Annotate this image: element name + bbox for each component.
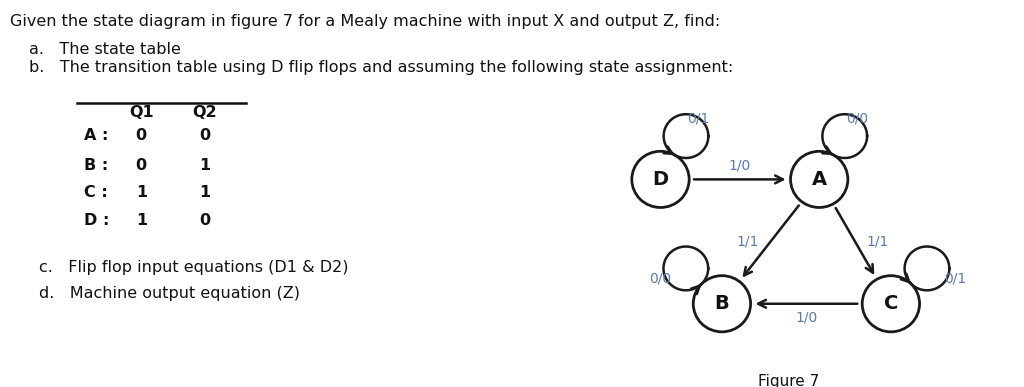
Text: Q2: Q2	[193, 105, 217, 120]
Circle shape	[693, 276, 751, 332]
Text: 0/1: 0/1	[944, 271, 967, 286]
Text: B :: B :	[84, 158, 109, 173]
Text: Figure 7: Figure 7	[758, 374, 819, 387]
Circle shape	[862, 276, 920, 332]
Text: 0: 0	[136, 158, 146, 173]
Text: 0/0: 0/0	[846, 111, 868, 125]
Text: 1/1: 1/1	[737, 235, 759, 248]
Text: C: C	[884, 294, 898, 313]
Text: 1/0: 1/0	[729, 158, 751, 172]
Text: 1: 1	[136, 185, 146, 200]
Text: A: A	[812, 170, 826, 189]
Text: 1/0: 1/0	[796, 311, 817, 325]
Text: c.   Flip flop input equations (D1 & D2): c. Flip flop input equations (D1 & D2)	[39, 260, 348, 275]
Text: 0/0: 0/0	[649, 271, 672, 286]
Text: 1: 1	[200, 185, 210, 200]
Text: 0: 0	[200, 213, 210, 228]
Text: B: B	[715, 294, 729, 313]
Circle shape	[791, 151, 848, 207]
Text: 0: 0	[136, 128, 146, 143]
Text: C :: C :	[84, 185, 108, 200]
Text: b.   The transition table using D flip flops and assuming the following state as: b. The transition table using D flip flo…	[29, 60, 733, 75]
Text: a.   The state table: a. The state table	[29, 42, 180, 57]
Text: 0/1: 0/1	[687, 111, 710, 125]
Text: D :: D :	[84, 213, 110, 228]
Text: 1: 1	[200, 158, 210, 173]
Text: 1/1: 1/1	[866, 235, 889, 248]
Text: d.   Machine output equation (Z): d. Machine output equation (Z)	[39, 286, 300, 301]
Text: 1: 1	[136, 213, 146, 228]
Text: 0: 0	[200, 128, 210, 143]
Text: D: D	[652, 170, 669, 189]
Text: Q1: Q1	[129, 105, 154, 120]
Circle shape	[632, 151, 689, 207]
Text: A :: A :	[84, 128, 109, 143]
Text: Given the state diagram in figure 7 for a Mealy machine with input X and output : Given the state diagram in figure 7 for …	[10, 14, 721, 29]
